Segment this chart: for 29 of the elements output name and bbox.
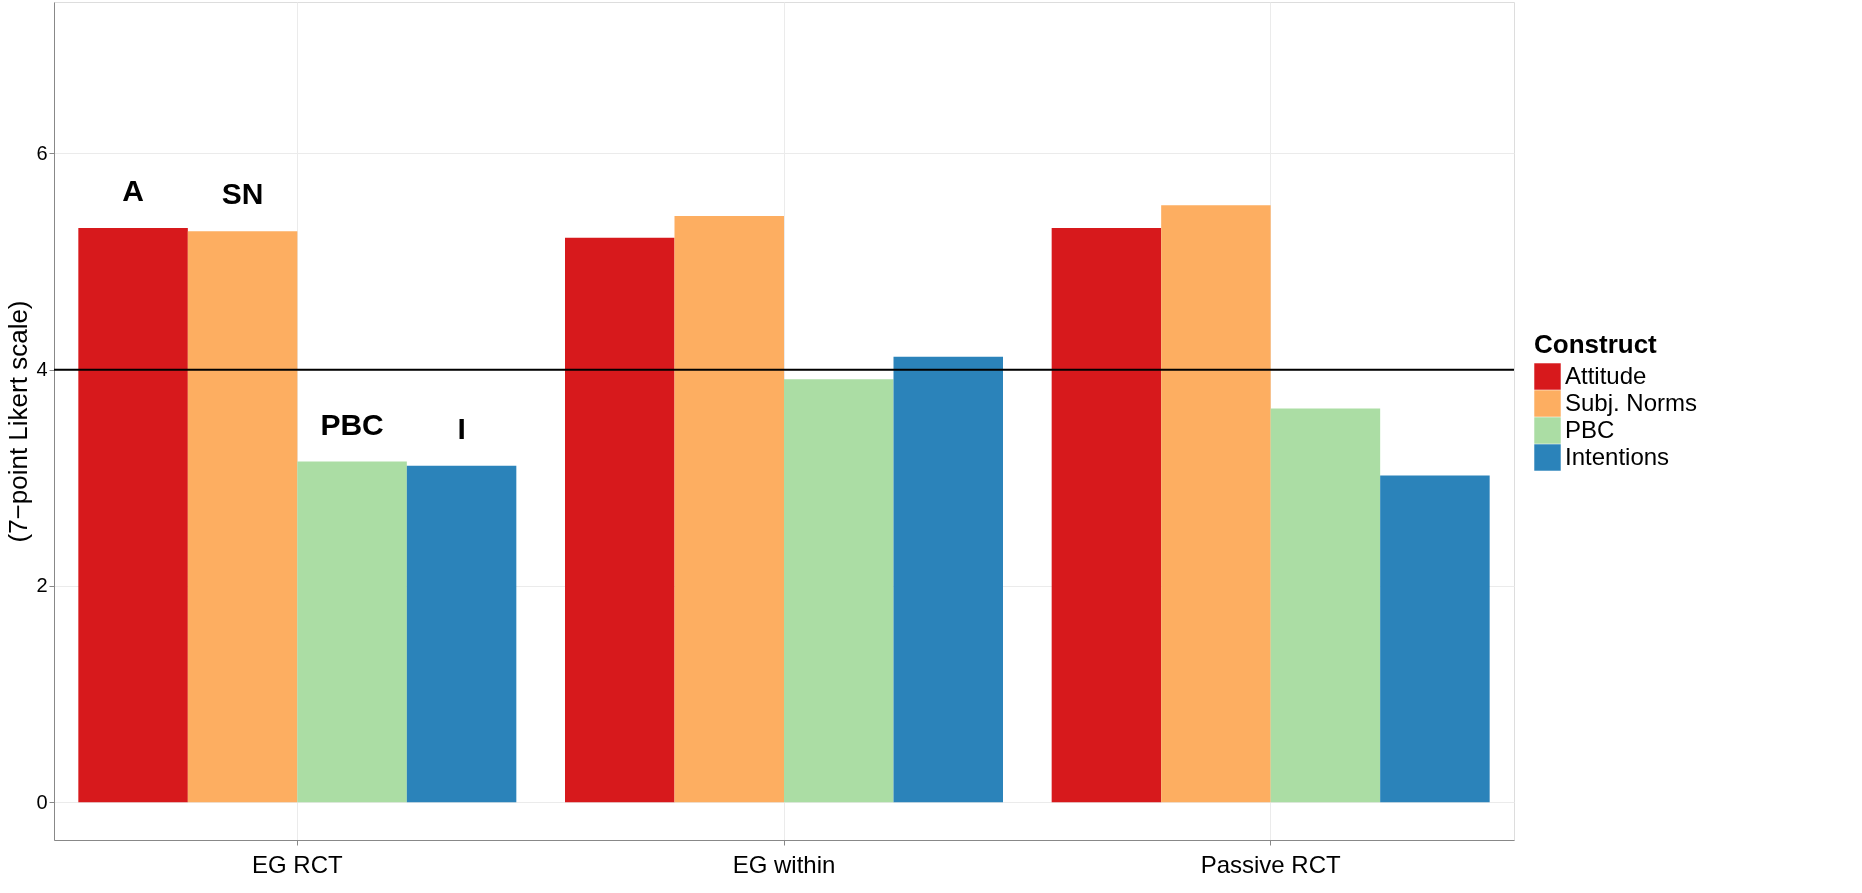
bar bbox=[406, 465, 517, 803]
bar bbox=[784, 379, 894, 803]
y-tick-label: 2 bbox=[36, 574, 48, 597]
legend-label: Attitude bbox=[1565, 361, 1647, 389]
legend-label: PBC bbox=[1565, 415, 1615, 443]
bar bbox=[187, 231, 298, 803]
y-tick-label: 4 bbox=[36, 358, 48, 381]
x-tick-label: Passive RCT bbox=[1200, 850, 1342, 878]
y-axis-title: (7−point Likert scale) bbox=[3, 300, 34, 543]
annotation: A bbox=[122, 173, 144, 207]
annotation: SN bbox=[221, 177, 264, 211]
bar bbox=[297, 461, 407, 803]
annotation: I bbox=[457, 411, 466, 445]
legend-label: Subj. Norms bbox=[1565, 388, 1698, 416]
legend-title: Construct bbox=[1534, 329, 1658, 359]
y-tick-label: 6 bbox=[36, 141, 48, 164]
bar bbox=[1161, 205, 1271, 803]
y-tick-label: 0 bbox=[36, 790, 48, 813]
bar bbox=[1051, 227, 1162, 803]
x-tick-label: EG within bbox=[732, 850, 836, 878]
bar bbox=[1380, 475, 1490, 803]
annotation: PBC bbox=[320, 407, 384, 441]
bar bbox=[1270, 408, 1381, 803]
x-tick-label: EG RCT bbox=[252, 850, 344, 878]
legend-label: Intentions bbox=[1565, 442, 1670, 470]
bar bbox=[674, 216, 784, 803]
bar bbox=[565, 237, 675, 803]
bar bbox=[78, 227, 188, 803]
bar bbox=[893, 356, 1003, 803]
